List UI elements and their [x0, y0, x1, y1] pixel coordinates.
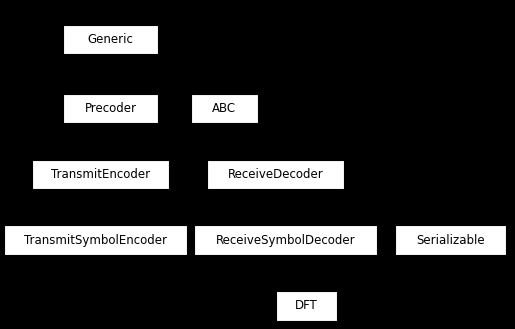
Text: ReceiveSymbolDecoder: ReceiveSymbolDecoder — [216, 234, 356, 247]
FancyBboxPatch shape — [63, 94, 159, 123]
FancyBboxPatch shape — [4, 225, 186, 255]
FancyBboxPatch shape — [276, 291, 337, 321]
Text: ReceiveDecoder: ReceiveDecoder — [228, 168, 323, 181]
FancyBboxPatch shape — [32, 160, 168, 189]
Text: ABC: ABC — [212, 102, 236, 115]
FancyBboxPatch shape — [191, 94, 258, 123]
Text: TransmitEncoder: TransmitEncoder — [51, 168, 150, 181]
FancyBboxPatch shape — [195, 225, 377, 255]
Text: Generic: Generic — [88, 33, 134, 46]
FancyBboxPatch shape — [207, 160, 344, 189]
Text: Serializable: Serializable — [416, 234, 485, 247]
FancyBboxPatch shape — [396, 225, 506, 255]
Text: Precoder: Precoder — [85, 102, 136, 115]
Text: TransmitSymbolEncoder: TransmitSymbolEncoder — [24, 234, 167, 247]
Text: DFT: DFT — [295, 299, 318, 313]
FancyBboxPatch shape — [63, 25, 159, 54]
